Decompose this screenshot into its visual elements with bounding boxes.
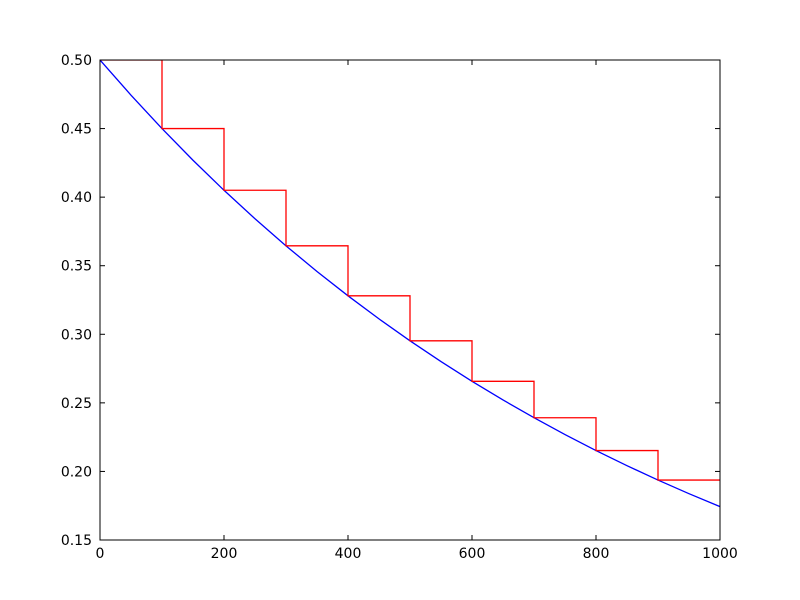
y-tick-label: 0.50	[61, 53, 92, 69]
y-tick-label: 0.20	[61, 464, 92, 480]
axes: 0 200 400 600 800 1000 0.15 0.20 0.25 0.30 0.35 0.4…	[61, 53, 738, 562]
y-tick-label: 0.40	[61, 190, 92, 206]
plot-frame	[99, 59, 721, 541]
y-tick-label: 0.35	[61, 259, 92, 275]
y-tick-label: 0.45	[61, 122, 92, 138]
data-line	[100, 60, 720, 481]
x-tick-label: 1000	[702, 546, 738, 562]
plot-area	[100, 60, 720, 508]
x-tick-label: 600	[459, 546, 486, 562]
x-tick-label: 200	[211, 546, 238, 562]
y-tick-label: 0.25	[61, 396, 92, 412]
y-tick-label: 0.15	[61, 533, 92, 549]
y-tick-label: 0.30	[61, 327, 92, 343]
x-tick-label: 400	[335, 546, 362, 562]
x-tick-label: 0	[96, 546, 105, 562]
x-tick-label: 800	[583, 546, 610, 562]
